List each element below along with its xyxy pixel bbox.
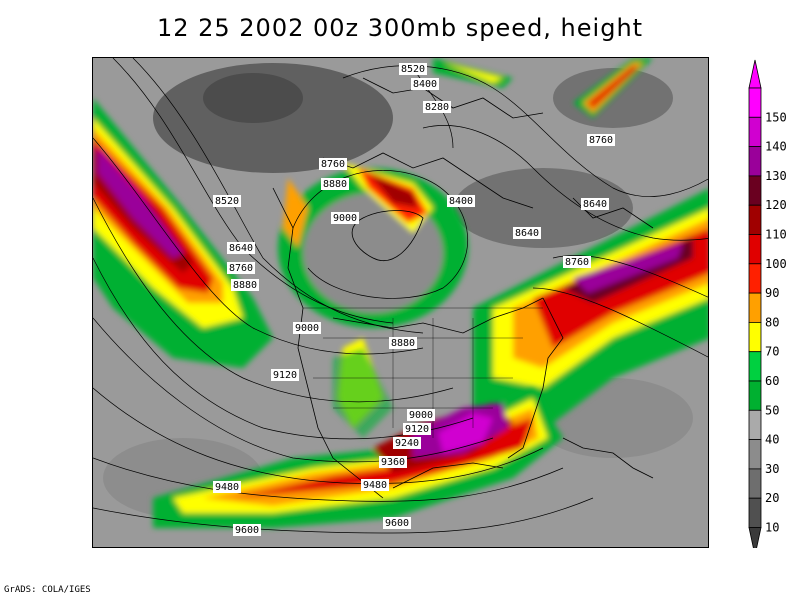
- contour-label-text: 8760: [229, 263, 253, 274]
- colorbar-swatch: [748, 234, 762, 265]
- contour-label-text: 8640: [229, 243, 253, 254]
- colorbar-swatch: [748, 116, 762, 147]
- colorbar-swatch: [748, 380, 762, 411]
- contour-label: 8760: [563, 256, 591, 268]
- footer-credit: GrADS: COLA/IGES: [4, 585, 91, 595]
- contour-label-text: 9120: [405, 424, 429, 435]
- contour-label-text: 9240: [395, 438, 419, 449]
- contour-label: 8400: [447, 195, 475, 207]
- colorbar-tick-label: 40: [765, 433, 779, 447]
- contour-label-text: 9000: [409, 410, 433, 421]
- contour-label: 9000: [293, 322, 321, 334]
- contour-label-text: 8400: [449, 196, 473, 207]
- colorbar-swatch: [748, 204, 762, 235]
- contour-label: 8880: [389, 337, 417, 349]
- contour-label: 9120: [271, 369, 299, 381]
- dark-region: [203, 73, 303, 123]
- contour-label: 8640: [227, 242, 255, 254]
- contour-label-text: 8760: [321, 159, 345, 170]
- contour-label-text: 9480: [215, 482, 239, 493]
- colorbar-swatch: [748, 351, 762, 382]
- colorbar-swatch: [748, 146, 762, 177]
- contour-label: 9480: [213, 481, 241, 493]
- colorbar-swatch: [748, 439, 762, 470]
- contour-label: 9240: [393, 437, 421, 449]
- contour-label-text: 8760: [565, 257, 589, 268]
- contour-label: 8760: [227, 262, 255, 274]
- contour-label: 8760: [587, 134, 615, 146]
- contour-label-text: 9120: [273, 370, 297, 381]
- dark-region: [453, 168, 633, 248]
- contour-label-text: 8880: [233, 280, 257, 291]
- contour-label-text: 8400: [413, 79, 437, 90]
- contour-label: 8640: [581, 198, 609, 210]
- colorbar-tick-label: 20: [765, 491, 779, 505]
- colorbar-swatch: [748, 175, 762, 206]
- contour-label-text: 9000: [295, 323, 319, 334]
- contour-label: 9600: [233, 524, 261, 536]
- contour-label: 8520: [399, 63, 427, 75]
- low-speed-regions: [103, 63, 693, 518]
- contour-label-text: 8640: [515, 228, 539, 239]
- contour-label-text: 9600: [235, 525, 259, 536]
- contour-label-text: 8880: [323, 179, 347, 190]
- contour-labels: 8520 8400 8280 8760 8760 8880 8520 9000 …: [213, 63, 615, 536]
- colorbar: 150 140 130 120 110 100 90 80 70 60 50 40 30 20 10: [744, 58, 800, 556]
- colorbar-tick-label: 140: [765, 140, 787, 154]
- contour-label-text: 8280: [425, 102, 449, 113]
- contour-label: 9600: [383, 517, 411, 529]
- colorbar-tick-label: 130: [765, 169, 787, 183]
- contour-label-text: 9000: [333, 213, 357, 224]
- contour-label-text: 8760: [589, 135, 613, 146]
- colorbar-swatch: [748, 321, 762, 353]
- contour-label: 9360: [379, 456, 407, 468]
- colorbar-bottom-arrow: [748, 527, 762, 556]
- contour-label-text: 9600: [385, 518, 409, 529]
- contour-label: 8520: [213, 195, 241, 207]
- colorbar-tick-label: 90: [765, 286, 779, 300]
- contour-label: 8400: [411, 78, 439, 90]
- colorbar-swatch: [748, 263, 762, 294]
- colorbar-swatch: [748, 497, 762, 528]
- colorbar-tick-label: 70: [765, 345, 779, 359]
- colorbar-tick-label: 150: [765, 110, 787, 124]
- colorbar-swatch: [748, 409, 762, 440]
- contour-label-text: 8640: [583, 199, 607, 210]
- contour-label-text: 8880: [391, 338, 415, 349]
- jet-subtropical: [153, 338, 563, 528]
- contour-label: 8640: [513, 227, 541, 239]
- jet-atlantic: [473, 189, 708, 438]
- colorbar-tick-label: 120: [765, 198, 787, 212]
- contour-label: 8880: [231, 279, 259, 291]
- colorbar-tick-label: 30: [765, 462, 779, 476]
- contour-label-text: 8520: [401, 64, 425, 75]
- colorbar-swatch: [748, 468, 762, 499]
- contour-label: 9000: [407, 409, 435, 421]
- colorbar-tick-label: 10: [765, 521, 779, 535]
- contour-label-text: 9480: [363, 480, 387, 491]
- contour-label: 8280: [423, 101, 451, 113]
- colorbar-tick-label: 100: [765, 257, 787, 271]
- colorbar-tick-label: 60: [765, 374, 779, 388]
- map-panel: 8520 8400 8280 8760 8760 8880 8520 9000 …: [92, 57, 709, 548]
- jet-arctic: [433, 58, 653, 118]
- contour-label-text: 8520: [215, 196, 239, 207]
- contour-label: 8760: [319, 158, 347, 170]
- chart-title: 12 25 2002 00z 300mb speed, height: [156, 14, 644, 42]
- contour-label: 8880: [321, 178, 349, 190]
- colorbar-tick-label: 110: [765, 228, 787, 242]
- colorbar-tick-label: 50: [765, 403, 779, 417]
- contour-label: 9120: [403, 423, 431, 435]
- colorbar-swatch: [748, 87, 762, 118]
- colorbar-top-arrow: [748, 59, 762, 89]
- colorbar-tick-label: 80: [765, 315, 779, 329]
- contour-label-text: 9360: [381, 457, 405, 468]
- colorbar-swatch: [748, 292, 762, 323]
- contour-label: 9000: [331, 212, 359, 224]
- contour-label: 9480: [361, 479, 389, 491]
- boundaries: [303, 307, 543, 438]
